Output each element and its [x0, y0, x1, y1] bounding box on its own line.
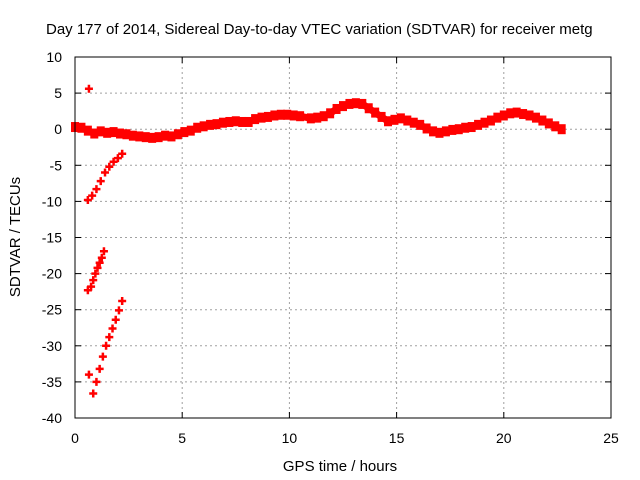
- y-tick-label: -30: [42, 338, 62, 354]
- data-point: [91, 269, 100, 278]
- x-tick-label: 20: [496, 430, 512, 446]
- data-point: [118, 297, 127, 306]
- data-point: [105, 333, 114, 342]
- series-descending-arc-3: [89, 297, 127, 398]
- data-point: [111, 315, 120, 324]
- data-point: [95, 364, 104, 373]
- data-point: [114, 306, 123, 315]
- y-tick-label: -40: [42, 410, 62, 426]
- series-main-trace: [71, 98, 566, 143]
- data-points: [71, 84, 566, 398]
- series-descending-arc-1: [83, 149, 127, 204]
- data-point: [93, 263, 102, 272]
- y-tick-label: 10: [46, 49, 62, 65]
- data-point: [84, 370, 93, 379]
- data-point: [99, 247, 108, 256]
- chart-title: Day 177 of 2014, Sidereal Day-to-day VTE…: [46, 21, 593, 38]
- x-tick-label: 10: [282, 430, 298, 446]
- data-point: [83, 286, 92, 295]
- x-tick-label: 5: [178, 430, 186, 446]
- x-tick-label: 15: [389, 430, 405, 446]
- data-point: [88, 191, 97, 200]
- data-point: [84, 84, 93, 93]
- x-tick-label: 25: [603, 430, 619, 446]
- data-point: [108, 324, 117, 333]
- data-point: [96, 177, 105, 186]
- data-point: [105, 162, 114, 171]
- y-tick-label: 5: [54, 85, 62, 101]
- data-point: [92, 377, 101, 386]
- series-outliers: [83, 84, 93, 379]
- x-tick-label: 0: [71, 430, 79, 446]
- y-tick-label: -5: [50, 157, 63, 173]
- x-axis-label: GPS time / hours: [283, 458, 397, 475]
- data-point: [113, 154, 122, 163]
- tick-labels: 0 5 10 15 20 25 10 5 0 -5 -10 -15 -20 -25 -30 -35 -40: [42, 49, 619, 446]
- data-point: [102, 341, 111, 350]
- data-point: [109, 157, 118, 166]
- y-axis-label: SDTVAR / TECUs: [7, 177, 24, 297]
- y-tick-label: -25: [42, 302, 62, 318]
- y-tick-label: -35: [42, 374, 62, 390]
- data-point: [92, 185, 101, 194]
- data-point: [97, 253, 106, 262]
- y-tick-label: -10: [42, 193, 62, 209]
- series-descending-arc-2: [87, 247, 108, 291]
- data-point: [89, 389, 98, 398]
- series-line: [71, 99, 566, 142]
- y-tick-label: -15: [42, 230, 62, 246]
- plot-frame: [74, 56, 612, 419]
- data-point: [89, 276, 98, 285]
- data-point: [118, 149, 127, 158]
- data-point: [95, 258, 104, 267]
- data-point: [83, 195, 92, 204]
- data-point: [101, 168, 110, 177]
- y-tick-label: -20: [42, 266, 62, 282]
- y-tick-label: 0: [54, 121, 62, 137]
- data-point: [98, 352, 107, 361]
